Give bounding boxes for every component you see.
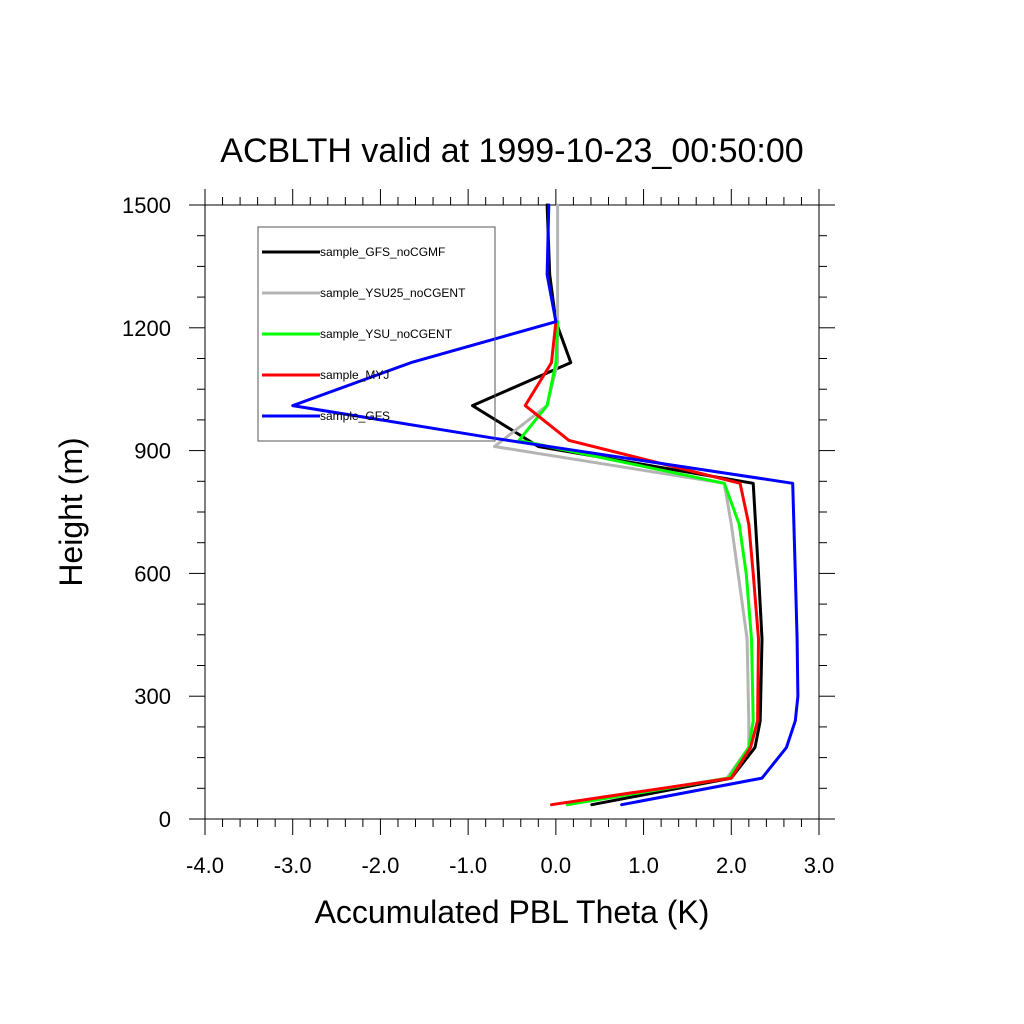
y-tick-label: 1200 (122, 316, 171, 341)
series-line-sample_YSU_noCGENT (517, 320, 755, 807)
legend-label: sample_MYJ (320, 368, 389, 382)
series-line-sample_MYJ (523, 320, 760, 807)
y-tick-labels: 0 300 600 900 1200 1500 (122, 193, 171, 832)
major-ticks (189, 189, 835, 835)
x-tick-label: 3.0 (804, 853, 835, 878)
x-axis-label: Accumulated PBL Theta (K) (315, 894, 710, 930)
y-axis-label: Height (m) (53, 437, 89, 586)
y-tick-label: 900 (134, 439, 171, 464)
series-line-sample_GFS (291, 203, 800, 807)
x-tick-label: -3.0 (274, 853, 312, 878)
legend-label: sample_YSU_noCGENT (320, 327, 453, 341)
legend: sample_GFS_noCGMF sample_YSU25_noCGENTsam… (257, 226, 496, 442)
series-line-sample_GFS_noCGMF (471, 203, 764, 807)
chart-title: ACBLTH valid at 1999-10-23_00:50:00 (220, 132, 803, 170)
x-tick-label: 0.0 (541, 853, 572, 878)
minor-ticks (197, 197, 827, 827)
series-line-sample_YSU25_noCGENT (493, 203, 751, 807)
x-tick-label: 2.0 (716, 853, 747, 878)
y-tick-label: 600 (134, 561, 171, 586)
x-tick-label: 1.0 (628, 853, 659, 878)
x-tick-label: -2.0 (361, 853, 399, 878)
y-tick-label: 300 (134, 684, 171, 709)
legend-label: sample_GFS_noCGMF (320, 245, 445, 259)
legend-label: sample_YSU25_noCGENT (320, 286, 466, 300)
x-tick-labels: -4.0 -3.0 -2.0 -1.0 0.0 1.0 2.0 3.0 (186, 853, 834, 878)
legend-box (257, 226, 496, 442)
x-tick-label: -4.0 (186, 853, 224, 878)
y-tick-label: 1500 (122, 193, 171, 218)
series-lines (291, 203, 800, 807)
legend-label: sample_GFS (320, 409, 390, 423)
y-tick-label: 0 (159, 807, 171, 832)
x-tick-label: -1.0 (449, 853, 487, 878)
